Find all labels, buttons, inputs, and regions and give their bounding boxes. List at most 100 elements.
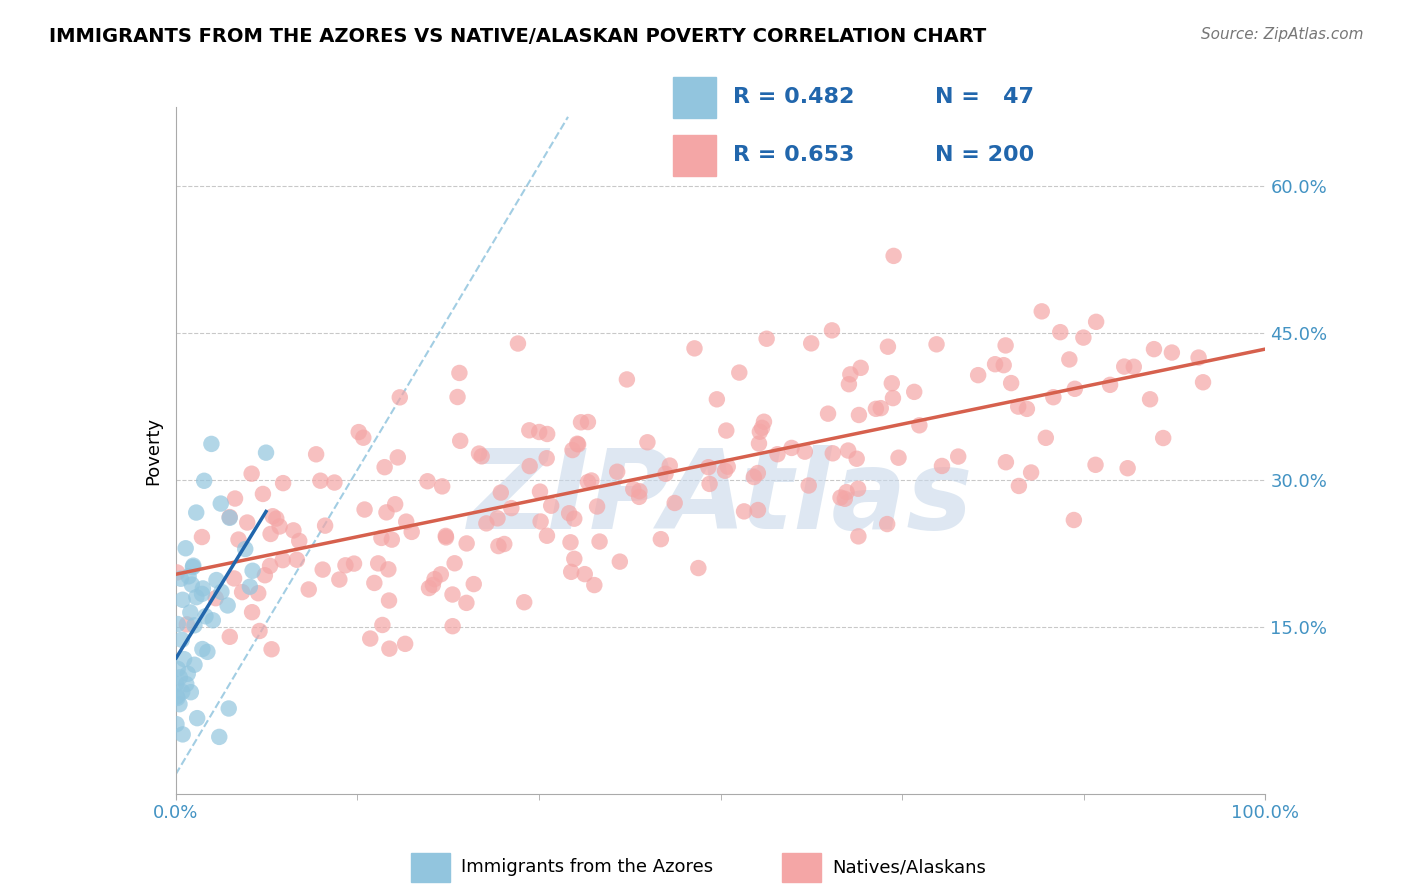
Point <box>501 501 523 516</box>
Point <box>714 464 737 478</box>
Point <box>664 496 686 510</box>
Text: Source: ZipAtlas.com: Source: ZipAtlas.com <box>1201 27 1364 42</box>
Point <box>381 533 404 547</box>
Point <box>191 582 214 596</box>
Point <box>931 458 953 473</box>
Point <box>903 384 925 399</box>
Point <box>576 415 599 429</box>
Point <box>395 515 418 529</box>
Point <box>180 685 202 699</box>
Point <box>388 390 411 404</box>
Point <box>486 511 509 525</box>
Point <box>562 511 585 525</box>
Point <box>183 657 205 672</box>
Point <box>176 617 198 632</box>
Text: Immigrants from the Azores: Immigrants from the Azores <box>461 858 713 877</box>
Point <box>755 332 778 346</box>
Point <box>834 491 856 506</box>
Point <box>581 474 603 488</box>
Point <box>530 515 553 529</box>
Point <box>883 249 905 263</box>
Point <box>463 577 485 591</box>
Point <box>328 573 350 587</box>
Point <box>716 424 738 438</box>
Point <box>165 677 187 691</box>
Point <box>170 632 193 647</box>
Point <box>908 418 931 433</box>
Point <box>430 479 453 493</box>
Point <box>239 580 262 594</box>
Text: IMMIGRANTS FROM THE AZORES VS NATIVE/ALASKAN POVERTY CORRELATION CHART: IMMIGRANTS FROM THE AZORES VS NATIVE/ALA… <box>49 27 987 45</box>
Point <box>449 366 471 380</box>
Point <box>1152 431 1174 445</box>
Point <box>371 618 394 632</box>
Point <box>1116 461 1139 475</box>
Point <box>247 586 270 600</box>
Point <box>1073 330 1095 344</box>
Point <box>699 477 721 491</box>
Point <box>1049 325 1071 339</box>
Point <box>218 511 240 525</box>
Point <box>993 358 1015 372</box>
Point <box>443 556 465 570</box>
Text: ZIPAtlas: ZIPAtlas <box>468 445 973 552</box>
Point <box>271 553 294 567</box>
Point <box>747 503 769 517</box>
Point <box>576 475 599 489</box>
Text: N = 200: N = 200 <box>935 145 1035 165</box>
Point <box>201 613 224 627</box>
Point <box>166 690 188 704</box>
Point <box>191 642 214 657</box>
Point <box>259 558 281 573</box>
Point <box>994 338 1017 352</box>
Point <box>177 666 200 681</box>
Point <box>865 401 887 416</box>
Point <box>519 459 541 474</box>
Point <box>489 485 512 500</box>
Point <box>574 567 596 582</box>
Point <box>254 445 277 459</box>
Point <box>242 564 264 578</box>
Point <box>259 527 281 541</box>
Point <box>536 427 558 442</box>
Point <box>305 447 328 461</box>
Point <box>636 435 658 450</box>
Point <box>869 401 891 416</box>
Point <box>1008 479 1031 493</box>
Point <box>309 474 332 488</box>
Point <box>1063 513 1085 527</box>
Point <box>208 730 231 744</box>
Point <box>848 529 870 543</box>
Point <box>449 434 471 448</box>
Point <box>742 470 765 484</box>
Point <box>441 587 464 601</box>
Point <box>821 323 844 337</box>
Point <box>880 376 903 391</box>
Point <box>191 587 214 601</box>
Point <box>837 443 859 458</box>
Point <box>169 697 191 711</box>
Point <box>218 701 240 715</box>
Point <box>384 497 406 511</box>
Point <box>471 450 494 464</box>
Point <box>197 645 219 659</box>
Point <box>628 484 651 499</box>
Point <box>343 557 366 571</box>
Point <box>1099 377 1122 392</box>
Point <box>172 727 194 741</box>
Point <box>821 446 844 460</box>
Point <box>697 460 720 475</box>
Point <box>249 624 271 638</box>
Point <box>1084 458 1107 472</box>
Point <box>173 652 195 666</box>
Point <box>218 510 240 524</box>
Point <box>166 717 188 731</box>
Point <box>797 478 820 492</box>
Point <box>588 534 610 549</box>
Point <box>266 511 288 525</box>
Point <box>312 563 335 577</box>
Point <box>370 531 392 545</box>
Point <box>204 591 226 606</box>
Point <box>882 391 904 405</box>
Point <box>994 455 1017 469</box>
